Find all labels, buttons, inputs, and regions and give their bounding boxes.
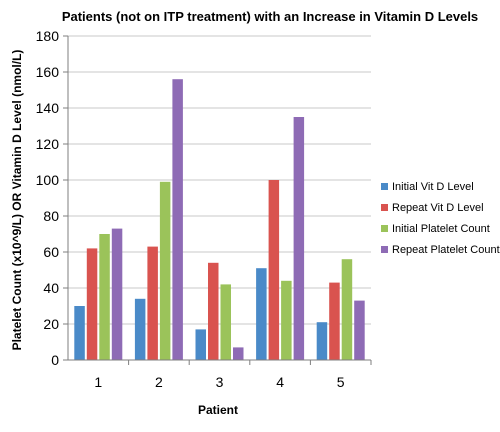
x-axis-label: Patient: [198, 403, 238, 417]
legend-label: Repeat Platelet Count: [392, 244, 500, 256]
legend-swatch: [381, 225, 388, 232]
bar-2-patient-5: [329, 282, 340, 360]
y-tick-label: 120: [36, 136, 60, 152]
legend-label: Initial Platelet Count: [392, 223, 490, 235]
bar-1-patient-1: [74, 306, 85, 360]
legend-swatch: [381, 246, 388, 253]
legend-label: Repeat Vit D Level: [392, 202, 484, 214]
x-tick-label: 1: [94, 374, 102, 390]
y-axis-label: Platelet Count (x10^9/L) OR Vitamin D Le…: [10, 50, 24, 351]
bars: [74, 79, 365, 360]
bar-3-patient-1: [99, 234, 110, 360]
x-tick-label: 4: [276, 374, 284, 390]
bar-1-patient-2: [134, 298, 146, 360]
axes: [67, 36, 372, 365]
bar-3-patient-5: [341, 259, 353, 360]
legend-swatch: [381, 183, 388, 190]
y-tick-label: 80: [43, 208, 59, 224]
chart-title: Patients (not on ITP treatment) with an …: [62, 9, 478, 24]
x-tick-label: 3: [216, 374, 224, 390]
y-tick-label: 100: [36, 172, 60, 188]
legend-swatch: [381, 204, 388, 211]
bar-3-patient-3: [220, 284, 231, 360]
bar-1-patient-3: [195, 329, 206, 360]
bar-4-patient-2: [172, 79, 183, 360]
y-tick-label: 180: [36, 28, 60, 44]
bar-4-patient-5: [354, 300, 365, 360]
bar-2-patient-4: [268, 180, 280, 360]
x-tick-label: 2: [155, 374, 163, 390]
y-tick-label: 40: [43, 280, 59, 296]
y-tick-label: 140: [36, 100, 60, 116]
bar-2-patient-1: [86, 248, 98, 360]
bar-1-patient-5: [316, 322, 328, 360]
bar-4-patient-3: [233, 347, 244, 360]
y-tick-label: 0: [51, 352, 59, 368]
bar-4-patient-4: [293, 117, 305, 360]
bar-1-patient-4: [256, 268, 267, 360]
bar-2-patient-2: [147, 246, 158, 360]
bar-3-patient-2: [159, 181, 171, 360]
bar-3-patient-4: [281, 280, 292, 360]
bar-2-patient-3: [208, 262, 219, 360]
x-tick-labels: 1 2 3 4 5: [94, 374, 344, 390]
y-tick-labels: 0 20 40 60 80 100 120 140 160 180: [36, 28, 60, 368]
x-tick-label: 5: [337, 374, 345, 390]
bar-4-patient-1: [111, 228, 123, 360]
legend: Initial Vit D Level Repeat Vit D Level Ini…: [381, 181, 500, 256]
y-tick-label: 20: [43, 316, 59, 332]
y-tick-label: 60: [43, 244, 59, 260]
legend-label: Initial Vit D Level: [392, 181, 474, 193]
y-tick-label: 160: [36, 64, 60, 80]
